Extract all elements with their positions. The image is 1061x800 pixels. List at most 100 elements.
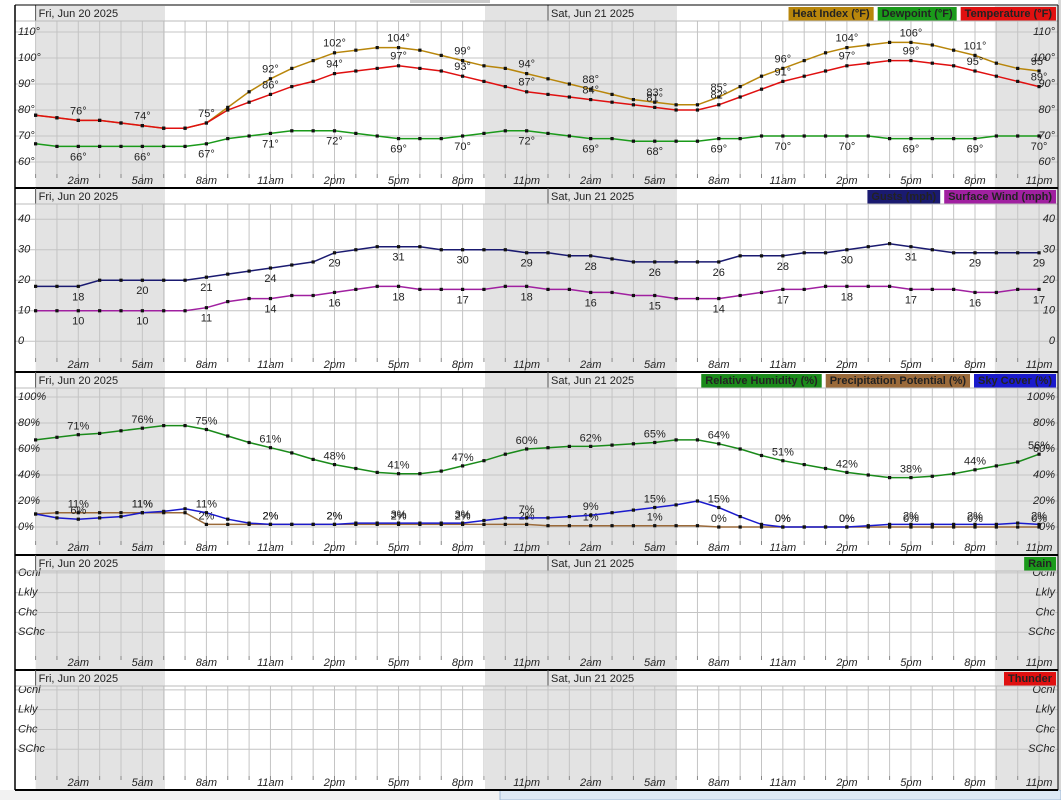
x-tick-label: 11pm [513, 175, 540, 187]
x-tick-label: 8am [708, 175, 729, 187]
x-tick-label: 11pm [1026, 542, 1053, 554]
data-point [952, 522, 956, 526]
legend-swatch [701, 374, 822, 388]
x-tick-label: 2pm [835, 175, 857, 187]
data-point [1037, 69, 1041, 73]
x-tick-label: 11am [257, 175, 284, 187]
data-label: 84° [582, 85, 599, 97]
x-tick-label: 2am [67, 359, 89, 371]
x-tick-label: 8pm [452, 175, 473, 187]
data-point [567, 287, 571, 291]
data-point [631, 103, 635, 107]
night-shade [35, 671, 165, 790]
data-point [823, 284, 828, 288]
data-label: 2% [262, 510, 278, 522]
data-point [759, 522, 764, 526]
data-point [1037, 251, 1041, 255]
data-point [888, 59, 892, 63]
x-tick-label: 11am [257, 777, 284, 789]
y-tick-label-right: Chc [1035, 606, 1055, 618]
data-point [34, 284, 38, 288]
data-label: 18 [841, 291, 853, 303]
date-label: Fri, Jun 20 2025 [39, 673, 119, 685]
data-point [98, 309, 102, 313]
data-point [738, 137, 742, 141]
y-tick-label-right: 20% [1032, 495, 1055, 507]
data-point [845, 470, 849, 474]
data-label: 42% [836, 458, 858, 470]
y-tick-label-right: 30 [1043, 244, 1056, 256]
x-tick-label: 2am [579, 777, 601, 789]
data-label: 15% [644, 493, 666, 505]
data-point [823, 466, 828, 471]
series-line [35, 242, 1039, 288]
data-point [503, 248, 507, 252]
data-point [930, 137, 934, 141]
data-point [717, 95, 721, 99]
data-label: 2% [455, 510, 471, 522]
data-point [1037, 452, 1041, 456]
data-point [1037, 522, 1041, 526]
data-point [930, 525, 934, 529]
y-tick-label-right: Ocnl [1032, 684, 1055, 696]
data-label: 29 [328, 258, 340, 270]
x-tick-label: 8am [196, 359, 217, 371]
data-point [546, 287, 550, 291]
data-point [717, 296, 721, 301]
data-point [952, 251, 956, 255]
data-point [354, 521, 358, 525]
data-point [567, 134, 571, 138]
data-point [909, 476, 913, 480]
data-label: 94° [518, 59, 535, 71]
data-point [631, 508, 635, 512]
x-tick-label: 11pm [1026, 657, 1053, 669]
data-label: 28 [777, 261, 789, 273]
data-point [55, 144, 59, 148]
data-point [332, 290, 337, 295]
data-point [461, 59, 465, 63]
data-label: 82° [710, 90, 727, 102]
data-label: 2% [1031, 510, 1047, 522]
data-point [162, 309, 166, 313]
data-point [631, 442, 635, 446]
legend-swatch [960, 7, 1056, 21]
data-point [461, 287, 465, 291]
data-point [354, 48, 358, 52]
x-tick-label: 2am [67, 175, 89, 187]
x-tick-label: 8am [196, 657, 217, 669]
data-label: 9% [583, 501, 599, 513]
data-label: 3% [455, 509, 471, 521]
data-point [567, 254, 571, 258]
data-point [567, 95, 571, 99]
data-label: 17 [905, 294, 917, 306]
data-point [34, 142, 38, 146]
data-point [140, 511, 144, 515]
legend-swatch [825, 374, 971, 388]
y-tick-label-right: 60% [1033, 443, 1055, 455]
data-point [781, 79, 785, 83]
data-point [845, 525, 849, 529]
y-tick-label: 0 [18, 335, 25, 347]
data-point [695, 108, 700, 112]
y-tick-label-right: 40 [1043, 213, 1056, 225]
data-point [866, 61, 870, 65]
data-point [952, 64, 956, 68]
data-point [952, 472, 956, 476]
x-tick-label: 8am [708, 359, 729, 371]
data-label: 29 [521, 258, 533, 270]
x-tick-label: 5am [644, 657, 665, 669]
data-point [290, 522, 294, 526]
data-point [439, 137, 443, 141]
x-tick-label: 11am [769, 359, 796, 371]
data-point [119, 278, 123, 282]
data-point [162, 278, 166, 282]
data-point [695, 103, 700, 107]
x-tick-label: 8pm [964, 175, 985, 187]
data-point [503, 66, 507, 70]
data-point [802, 74, 806, 78]
data-point [396, 284, 401, 288]
x-tick-label: 2pm [835, 657, 857, 669]
data-point [332, 51, 337, 55]
data-label: 38% [900, 464, 922, 476]
